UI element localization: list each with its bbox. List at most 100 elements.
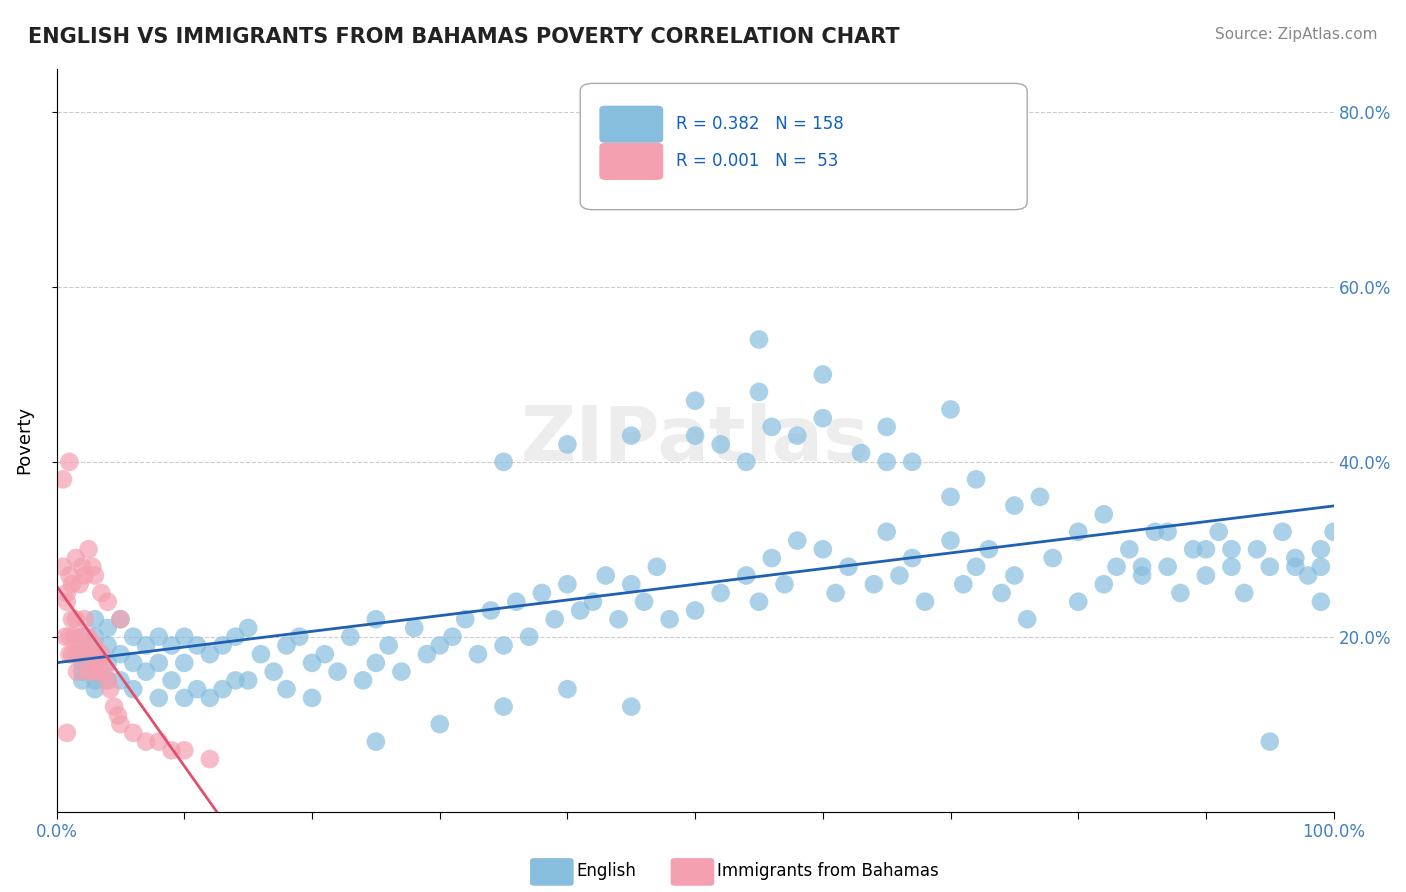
Point — [70, 656, 93, 670]
Point — [1309, 542, 1331, 557]
Point — [84, 647, 107, 661]
Point — [110, 612, 132, 626]
Point — [65, 647, 87, 661]
Point — [84, 673, 107, 688]
Point — [965, 472, 987, 486]
Text: Immigrants from Bahamas: Immigrants from Bahamas — [717, 863, 939, 880]
Point — [454, 612, 477, 626]
Point — [1258, 559, 1281, 574]
Point — [56, 726, 79, 740]
Point — [87, 665, 110, 679]
Point — [173, 630, 195, 644]
Point — [557, 577, 579, 591]
Point — [301, 656, 323, 670]
Point — [301, 690, 323, 705]
Point — [735, 568, 758, 582]
FancyBboxPatch shape — [599, 143, 664, 180]
Point — [276, 639, 298, 653]
Point — [811, 368, 834, 382]
Point — [97, 639, 120, 653]
Point — [1130, 559, 1153, 574]
Point — [77, 665, 100, 679]
Point — [1220, 559, 1243, 574]
Point — [69, 639, 91, 653]
Point — [148, 630, 170, 644]
Point — [1156, 559, 1178, 574]
Point — [1092, 508, 1115, 522]
Point — [76, 647, 98, 661]
Point — [1029, 490, 1052, 504]
Point — [530, 586, 553, 600]
Point — [224, 630, 246, 644]
Point — [58, 455, 80, 469]
Point — [80, 647, 103, 661]
Point — [84, 639, 107, 653]
Point — [1067, 595, 1090, 609]
Point — [633, 595, 655, 609]
Point — [110, 647, 132, 661]
Point — [148, 656, 170, 670]
Point — [238, 621, 260, 635]
Point — [364, 656, 387, 670]
Point — [65, 551, 87, 566]
Point — [91, 656, 114, 670]
Point — [429, 639, 451, 653]
Point — [364, 734, 387, 748]
Point — [1182, 542, 1205, 557]
Point — [84, 568, 107, 582]
Point — [620, 428, 643, 442]
Point — [77, 630, 100, 644]
Point — [569, 603, 592, 617]
Point — [429, 717, 451, 731]
Point — [965, 559, 987, 574]
Point — [1092, 577, 1115, 591]
Point — [70, 559, 93, 574]
Point — [160, 673, 183, 688]
Point — [658, 612, 681, 626]
Point — [914, 595, 936, 609]
Point — [82, 665, 104, 679]
Point — [876, 420, 898, 434]
Point — [56, 595, 79, 609]
Point — [849, 184, 872, 198]
Point — [467, 647, 489, 661]
Point — [56, 586, 79, 600]
Point — [186, 682, 208, 697]
Point — [441, 630, 464, 644]
Point — [110, 612, 132, 626]
Point — [735, 455, 758, 469]
Point — [620, 699, 643, 714]
Point — [63, 630, 86, 644]
Point — [84, 630, 107, 644]
Point — [1017, 612, 1039, 626]
Point — [1220, 542, 1243, 557]
Point — [889, 568, 911, 582]
Point — [492, 639, 515, 653]
Point — [1271, 524, 1294, 539]
Point — [364, 612, 387, 626]
Point — [339, 630, 361, 644]
Point — [939, 533, 962, 548]
Point — [160, 639, 183, 653]
Point — [543, 612, 565, 626]
Text: R = 0.382   N = 158: R = 0.382 N = 158 — [676, 115, 844, 133]
Point — [505, 595, 527, 609]
Point — [492, 699, 515, 714]
FancyBboxPatch shape — [581, 83, 1028, 210]
Point — [97, 673, 120, 688]
Point — [98, 682, 121, 697]
Point — [97, 673, 120, 688]
Point — [939, 490, 962, 504]
Point — [135, 639, 157, 653]
Point — [58, 568, 80, 582]
Point — [211, 639, 233, 653]
Point — [404, 621, 426, 635]
Point — [1233, 586, 1256, 600]
Text: English: English — [576, 863, 637, 880]
Point — [73, 612, 96, 626]
Point — [70, 673, 93, 688]
Point — [60, 612, 83, 626]
Point — [1143, 524, 1166, 539]
Point — [1296, 568, 1319, 582]
Point — [773, 577, 796, 591]
